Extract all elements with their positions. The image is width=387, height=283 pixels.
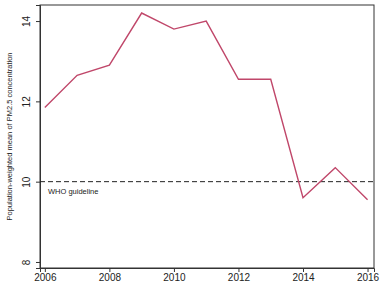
y-axis-title: Population-weighted mean of PM2.5 concen…: [5, 52, 14, 220]
x-tick: 2012: [228, 268, 251, 283]
y-tick-mark: [36, 182, 40, 183]
x-tick-label: 2012: [228, 272, 251, 283]
x-tick: 2010: [163, 268, 186, 283]
reference-line: [40, 181, 374, 182]
y-tick: 12: [21, 96, 40, 108]
x-tick: 2008: [99, 268, 122, 283]
x-axis-line: [41, 269, 375, 273]
plot-frame: [40, 5, 374, 268]
y-tick: 8: [21, 259, 40, 265]
x-tick: 2016: [357, 268, 380, 283]
x-tick: 2006: [34, 268, 57, 283]
x-tick-label: 2016: [357, 272, 380, 283]
y-axis-line: [36, 6, 41, 269]
x-tick: 2014: [292, 268, 315, 283]
y-tick-mark: [36, 21, 40, 22]
x-tick-label: 2008: [99, 272, 122, 283]
y-tick-label: 14: [21, 16, 32, 28]
y-tick: 10: [21, 176, 40, 188]
y-tick: 14: [21, 16, 40, 28]
x-tick-label: 2006: [34, 272, 57, 283]
y-tick-label: 12: [21, 96, 32, 108]
series-line: [45, 13, 368, 200]
annotation-label: WHO guideline: [48, 187, 98, 196]
y-axis: 8 10 12 14: [21, 6, 41, 269]
y-tick-mark: [36, 101, 40, 102]
x-axis: 2006 2008 2010 2012 2014 2016: [34, 268, 379, 283]
y-tick-mark: [36, 262, 40, 263]
y-tick-label: 10: [21, 176, 32, 188]
plot-area: [40, 13, 374, 200]
x-tick-label: 2014: [292, 272, 315, 283]
x-tick-label: 2010: [163, 272, 186, 283]
y-tick-label: 8: [21, 259, 32, 265]
chart: 2006 2008 2010 2012 2014 2016 8 10 12 14 Populatio…: [0, 0, 387, 283]
